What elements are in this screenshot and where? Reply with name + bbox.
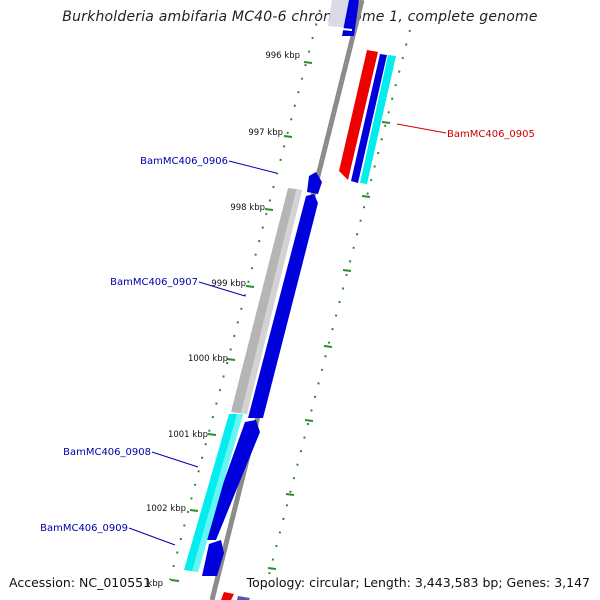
map-title: Burkholderia ambifaria MC40-6 chromosome…	[62, 9, 538, 25]
tick-label-997: 997 kbp	[248, 128, 283, 138]
gene-bottom-partial[interactable]	[221, 592, 250, 600]
gene-label-0909[interactable]: BamMC406_0909	[40, 523, 128, 534]
gene-label-0908[interactable]: BamMC406_0908	[63, 447, 151, 458]
tick-label-996: 996 kbp	[265, 51, 300, 61]
tick-label-999: 999 kbp	[211, 279, 246, 289]
inner-major-ticks	[267, 121, 391, 570]
gene-label-0907[interactable]: BamMC406_0907	[110, 277, 198, 288]
genome-summary-text: Topology: circular; Length: 3,443,583 bp…	[246, 575, 590, 590]
gene-bamMC406-0907[interactable]	[231, 188, 302, 414]
gene-bamMC406-0908[interactable]	[184, 414, 243, 572]
tick-label-998: 998 kbp	[230, 203, 265, 213]
gene-bamMC406-0905[interactable]	[339, 50, 396, 184]
outer-tick-track	[169, 9, 321, 581]
gene-label-0905[interactable]: BamMC406_0905	[447, 129, 535, 140]
accession-text: Accession: NC_010551	[9, 575, 152, 590]
tick-label-1002: 1002 kbp	[146, 504, 186, 514]
tick-label-1001: 1001 kbp	[168, 430, 208, 440]
tick-label-1000: 1000 kbp	[188, 354, 228, 364]
gene-leader-lines	[128, 123, 447, 546]
gene-label-0906[interactable]: BamMC406_0906	[140, 156, 228, 167]
outer-major-ticks	[170, 61, 313, 582]
tick-label-1003: kbp	[147, 579, 163, 589]
gene-top-partial[interactable]	[328, 0, 359, 36]
forward-cds-track[interactable]	[202, 172, 322, 576]
